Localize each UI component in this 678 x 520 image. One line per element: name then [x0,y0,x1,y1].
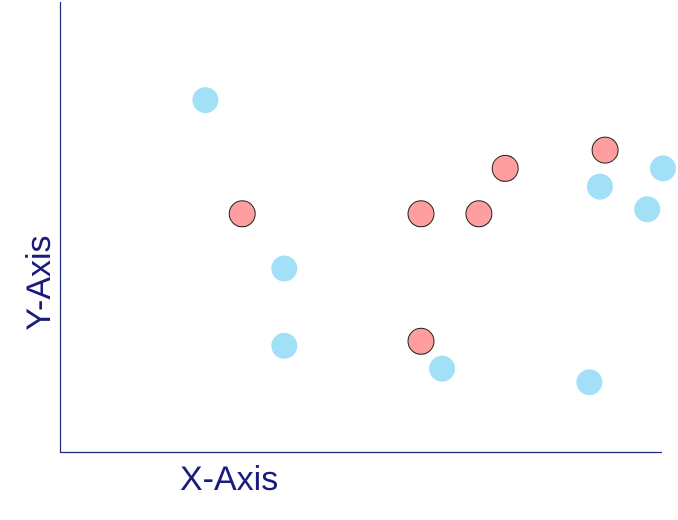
data-point-series-1-7 [634,196,661,223]
data-point-series-2-5 [591,136,619,164]
data-points [192,87,676,396]
data-point-series-1-2 [271,255,298,282]
data-point-series-1-5 [576,369,603,396]
x-axis-label: X-Axis [180,460,278,498]
data-point-series-1-4 [429,355,456,382]
data-point-series-2-1 [228,200,256,228]
y-axis-label: Y-Axis [20,235,58,330]
data-point-series-1-3 [271,332,298,359]
data-point-series-2-6 [407,327,435,355]
data-point-series-2-4 [491,154,519,182]
data-point-series-2-2 [407,200,435,228]
data-point-series-1-8 [650,155,676,182]
data-point-series-1-6 [586,173,613,200]
data-point-series-1-1 [192,87,219,114]
data-point-series-2-3 [465,200,493,228]
